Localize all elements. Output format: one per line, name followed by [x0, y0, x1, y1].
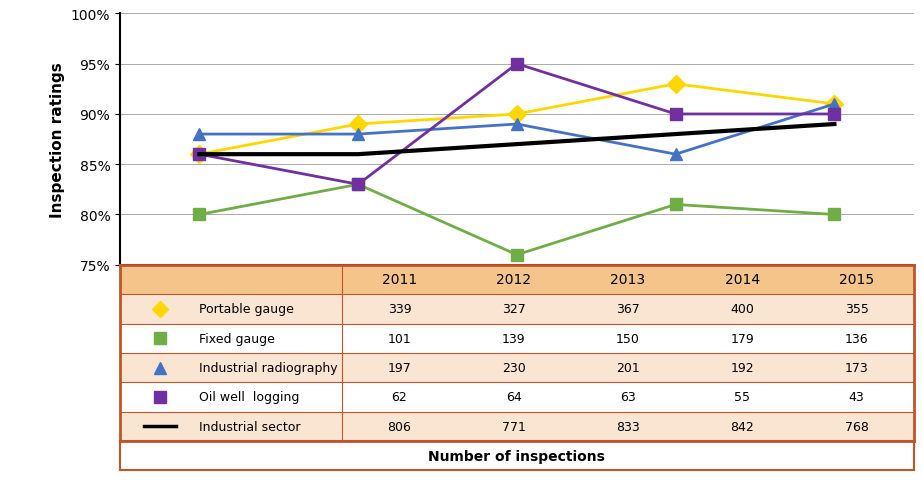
Text: 2012: 2012	[497, 273, 532, 287]
Bar	[120, 353, 342, 383]
Text: 842: 842	[730, 420, 754, 433]
Bar	[120, 265, 342, 295]
Text: 2015: 2015	[839, 273, 874, 287]
Bar	[120, 441, 914, 470]
Text: 833: 833	[617, 420, 640, 433]
Bar	[570, 265, 685, 295]
Text: 230: 230	[502, 361, 525, 374]
Text: 806: 806	[388, 420, 412, 433]
Text: Industrial sector: Industrial sector	[199, 420, 301, 433]
Text: 43: 43	[849, 391, 865, 404]
Bar	[685, 353, 799, 383]
Text: 64: 64	[506, 391, 521, 404]
Text: 63: 63	[620, 391, 636, 404]
Y-axis label: Inspection ratings: Inspection ratings	[50, 62, 66, 217]
Text: 400: 400	[730, 303, 754, 316]
Bar	[120, 295, 342, 324]
Text: Portable gauge: Portable gauge	[199, 303, 294, 316]
Text: Industrial radiography: Industrial radiography	[199, 361, 338, 374]
Bar	[685, 412, 799, 441]
Bar	[120, 383, 342, 412]
Bar	[685, 383, 799, 412]
Bar	[342, 353, 457, 383]
Bar	[457, 324, 570, 353]
Bar	[799, 383, 914, 412]
Bar	[685, 265, 799, 295]
Bar	[570, 353, 685, 383]
Bar	[799, 295, 914, 324]
Bar	[685, 324, 799, 353]
Bar	[799, 324, 914, 353]
Bar	[342, 412, 457, 441]
Text: 179: 179	[730, 332, 754, 345]
Text: 101: 101	[388, 332, 412, 345]
Text: 173: 173	[845, 361, 869, 374]
Bar	[342, 295, 457, 324]
Text: Number of inspections: Number of inspections	[428, 449, 605, 463]
Text: 2014: 2014	[725, 273, 760, 287]
Text: Oil well  logging: Oil well logging	[199, 391, 300, 404]
Text: 62: 62	[391, 391, 407, 404]
Bar	[570, 295, 685, 324]
Bar	[120, 412, 342, 441]
Text: 355: 355	[845, 303, 869, 316]
Text: 367: 367	[617, 303, 640, 316]
Text: 139: 139	[502, 332, 525, 345]
Text: 136: 136	[845, 332, 869, 345]
Bar	[570, 383, 685, 412]
Text: 2013: 2013	[610, 273, 645, 287]
Bar	[799, 412, 914, 441]
Text: 55: 55	[735, 391, 750, 404]
Text: 771: 771	[502, 420, 525, 433]
Text: 2011: 2011	[382, 273, 417, 287]
Text: Fixed gauge: Fixed gauge	[199, 332, 275, 345]
Bar	[799, 353, 914, 383]
Bar	[342, 383, 457, 412]
Text: 192: 192	[730, 361, 754, 374]
Text: 201: 201	[617, 361, 640, 374]
Text: 768: 768	[845, 420, 869, 433]
Bar	[342, 324, 457, 353]
Bar	[799, 265, 914, 295]
Bar	[457, 295, 570, 324]
Bar	[342, 265, 457, 295]
Bar	[570, 324, 685, 353]
Bar	[457, 265, 570, 295]
Text: 327: 327	[502, 303, 525, 316]
Bar	[457, 412, 570, 441]
Text: 339: 339	[388, 303, 412, 316]
Bar	[457, 353, 570, 383]
Text: 150: 150	[616, 332, 640, 345]
Bar	[120, 324, 342, 353]
Bar	[685, 295, 799, 324]
Text: 197: 197	[388, 361, 412, 374]
Bar	[570, 412, 685, 441]
Bar	[457, 383, 570, 412]
